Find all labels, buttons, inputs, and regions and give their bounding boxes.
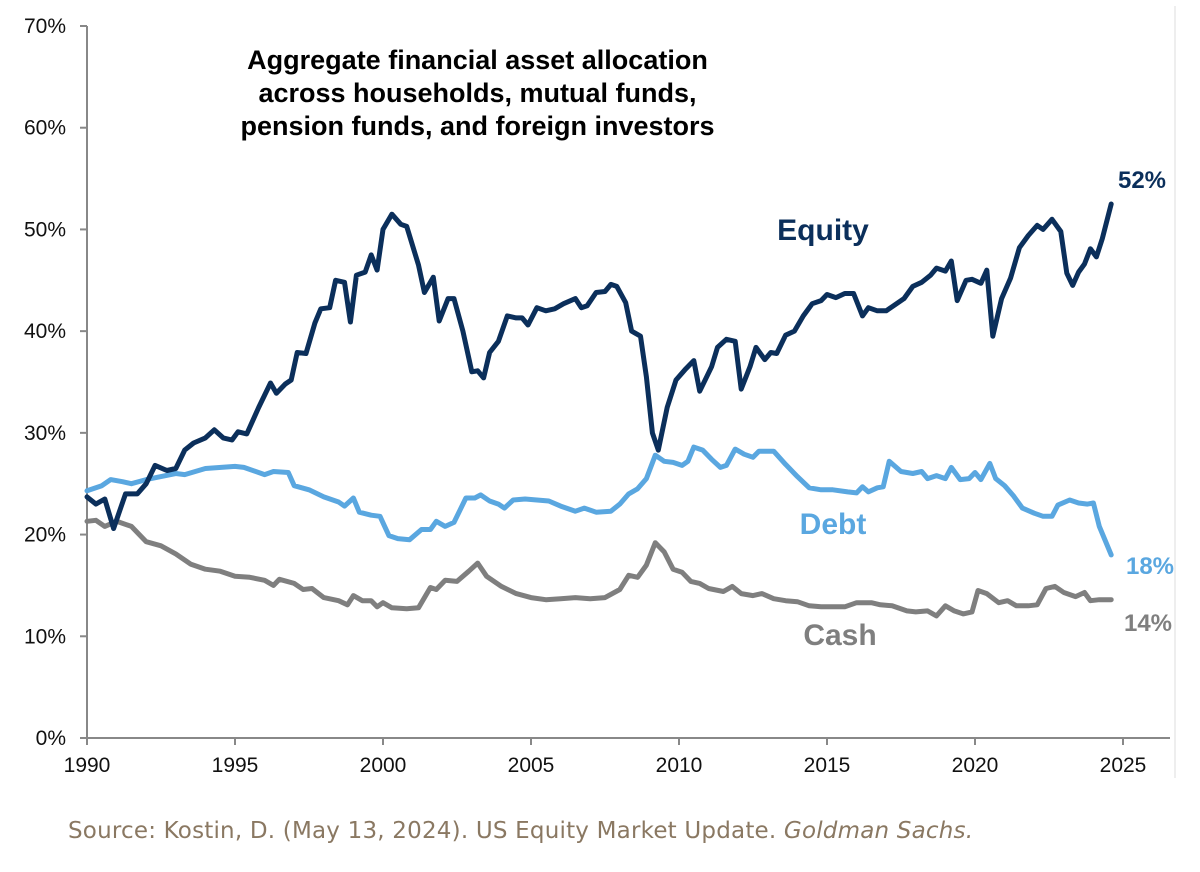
y-tick-label: 20% <box>24 524 66 547</box>
y-tick-label: 0% <box>36 727 66 750</box>
series-end-value-debt: 18% <box>1126 553 1174 580</box>
source-text: Source: Kostin, D. (May 13, 2024). US Eq… <box>68 818 784 844</box>
x-tick-label: 2025 <box>1100 754 1147 777</box>
x-tick-label: 1990 <box>64 754 111 777</box>
source-publisher: Goldman Sachs. <box>783 818 974 844</box>
y-tick-label: 70% <box>24 15 66 38</box>
axes <box>86 6 1176 778</box>
y-tick-label: 30% <box>24 422 66 445</box>
x-tick-label: 2010 <box>656 754 703 777</box>
series-lines <box>84 201 1114 619</box>
series-name-label-equity: Equity <box>777 214 869 247</box>
x-tick-label: 1995 <box>212 754 259 777</box>
y-tick-label: 60% <box>24 117 66 140</box>
x-tick-label: 2020 <box>952 754 999 777</box>
x-tick-label: 2015 <box>804 754 851 777</box>
series-line-cash <box>84 517 1114 619</box>
chart-title-line: Aggregate financial asset allocation <box>247 45 708 75</box>
series-end-value-cash: 14% <box>1124 610 1172 637</box>
x-tick-label: 2000 <box>360 754 407 777</box>
y-tick-label: 40% <box>24 320 66 343</box>
series-labels: Equity 52% Debt 18% Cash 14% <box>777 167 1174 652</box>
series-end-value-equity: 52% <box>1118 167 1166 194</box>
series-line-equity <box>84 201 1114 531</box>
chart-title-line: across households, mutual funds, <box>258 78 697 108</box>
x-tick-label: 2005 <box>508 754 555 777</box>
y-tick-label: 10% <box>24 625 66 648</box>
source-citation: Source: Kostin, D. (May 13, 2024). US Eq… <box>68 818 973 844</box>
chart-title: Aggregate financial asset allocation acr… <box>150 44 805 143</box>
chart-title-line: pension funds, and foreign investors <box>240 111 715 141</box>
series-name-label-cash: Cash <box>803 619 876 652</box>
series-name-label-debt: Debt <box>800 508 867 541</box>
x-axis-ticks: 1990 1995 2000 2005 2010 2015 2020 2025 <box>64 738 1147 777</box>
y-tick-label: 50% <box>24 218 66 241</box>
series-line-debt <box>84 444 1114 558</box>
y-axis-ticks: 0% 10% 20% 30% 40% 50% 60% 70% <box>24 15 87 750</box>
